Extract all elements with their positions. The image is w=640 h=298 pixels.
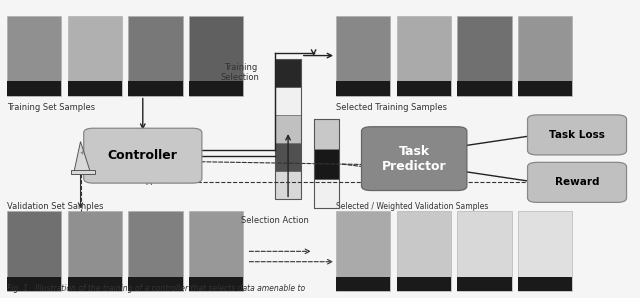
- Bar: [129, 81, 182, 96]
- Bar: [189, 211, 243, 291]
- Bar: [68, 15, 122, 96]
- Bar: [458, 15, 511, 96]
- Bar: [189, 81, 243, 96]
- Text: Task
Predictor: Task Predictor: [382, 145, 447, 173]
- Bar: [314, 119, 339, 149]
- Bar: [314, 149, 339, 179]
- FancyBboxPatch shape: [84, 128, 202, 183]
- Bar: [68, 277, 122, 291]
- Bar: [68, 81, 122, 96]
- Bar: [7, 81, 61, 96]
- Bar: [7, 277, 61, 291]
- Bar: [397, 15, 451, 96]
- Bar: [129, 211, 182, 291]
- Bar: [189, 277, 243, 291]
- Bar: [275, 115, 301, 143]
- Bar: [68, 211, 122, 291]
- Text: Fig. 1.  Illustration of the training of a controller that selects data amenable: Fig. 1. Illustration of the training of …: [7, 284, 305, 293]
- Bar: [336, 211, 390, 291]
- Bar: [397, 81, 451, 96]
- Bar: [518, 211, 572, 291]
- FancyBboxPatch shape: [362, 127, 467, 190]
- Bar: [336, 15, 390, 96]
- Text: Training
Selection: Training Selection: [221, 63, 260, 82]
- Text: Selected Training Samples: Selected Training Samples: [336, 103, 447, 112]
- Text: ✦: ✦: [79, 151, 84, 156]
- Bar: [336, 277, 390, 291]
- Text: Reward: Reward: [555, 177, 599, 187]
- Bar: [518, 277, 572, 291]
- Text: Selected / Weighted Validation Samples: Selected / Weighted Validation Samples: [336, 202, 488, 211]
- Bar: [336, 81, 390, 96]
- Bar: [397, 277, 451, 291]
- FancyBboxPatch shape: [527, 162, 627, 202]
- Bar: [518, 81, 572, 96]
- Text: Task Loss: Task Loss: [549, 130, 605, 140]
- Bar: [71, 170, 95, 174]
- Text: Selection Action: Selection Action: [241, 216, 309, 225]
- Bar: [518, 15, 572, 96]
- Bar: [314, 179, 339, 208]
- Bar: [314, 119, 339, 208]
- Bar: [275, 143, 301, 171]
- Text: Validation Set Samples: Validation Set Samples: [7, 202, 104, 211]
- Bar: [129, 277, 182, 291]
- Text: Training Set Samples: Training Set Samples: [7, 103, 95, 112]
- Bar: [275, 58, 301, 87]
- Bar: [275, 87, 301, 115]
- Bar: [7, 211, 61, 291]
- FancyBboxPatch shape: [527, 115, 627, 155]
- Bar: [275, 171, 301, 199]
- Bar: [275, 58, 301, 199]
- Polygon shape: [74, 142, 90, 171]
- Text: Controller: Controller: [108, 149, 178, 162]
- Bar: [458, 211, 511, 291]
- Bar: [458, 81, 511, 96]
- Bar: [458, 277, 511, 291]
- Bar: [129, 15, 182, 96]
- Bar: [189, 15, 243, 96]
- Bar: [7, 15, 61, 96]
- Bar: [397, 211, 451, 291]
